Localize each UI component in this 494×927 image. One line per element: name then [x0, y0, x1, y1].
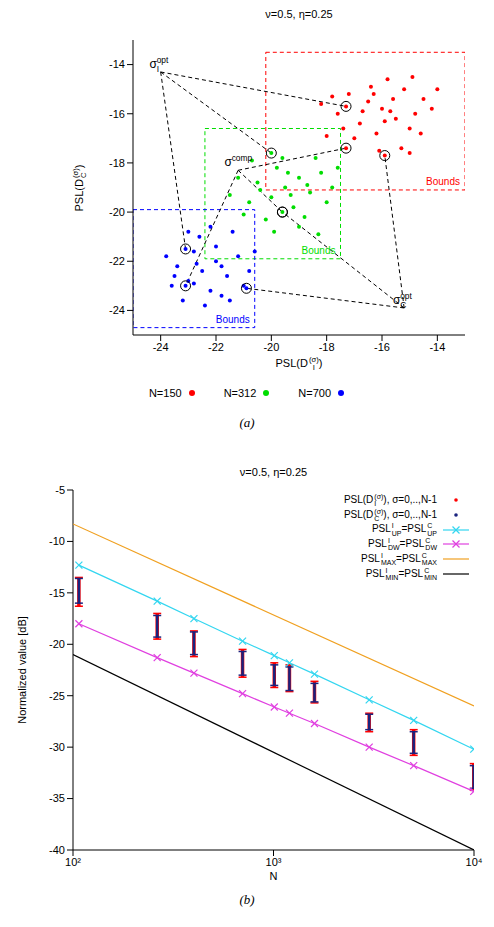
svg-text:-22: -22	[208, 341, 224, 353]
svg-text:10⁴: 10⁴	[466, 856, 483, 868]
svg-text:-20: -20	[263, 341, 279, 353]
svg-text:I: I	[157, 64, 159, 74]
svg-text:-16: -16	[374, 341, 390, 353]
svg-text:Bounds: Bounds	[426, 176, 460, 187]
svg-text:comp: comp	[232, 153, 253, 163]
svg-text:-20: -20	[109, 206, 125, 218]
svg-text:Bounds: Bounds	[302, 245, 336, 256]
svg-text:-24: -24	[109, 304, 125, 316]
svg-text:-14: -14	[109, 58, 125, 70]
svg-text:-5: -5	[55, 484, 65, 496]
svg-text:-20: -20	[49, 638, 65, 650]
svg-text:C: C	[400, 300, 406, 310]
svg-text:-10: -10	[49, 535, 65, 547]
svg-text:-30: -30	[49, 741, 65, 753]
svg-text:-25: -25	[49, 690, 65, 702]
svg-text:-15: -15	[49, 587, 65, 599]
svg-text:-24: -24	[153, 341, 169, 353]
svg-text:-40: -40	[49, 844, 65, 856]
svg-text:-18: -18	[319, 341, 335, 353]
svg-text:Bounds: Bounds	[216, 314, 250, 325]
svg-text:10²: 10²	[65, 856, 81, 868]
svg-text:-35: -35	[49, 792, 65, 804]
svg-text:-18: -18	[109, 157, 125, 169]
svg-text:-16: -16	[109, 108, 125, 120]
svg-text:10³: 10³	[266, 856, 282, 868]
svg-text:-14: -14	[429, 341, 445, 353]
svg-text:-22: -22	[109, 255, 125, 267]
